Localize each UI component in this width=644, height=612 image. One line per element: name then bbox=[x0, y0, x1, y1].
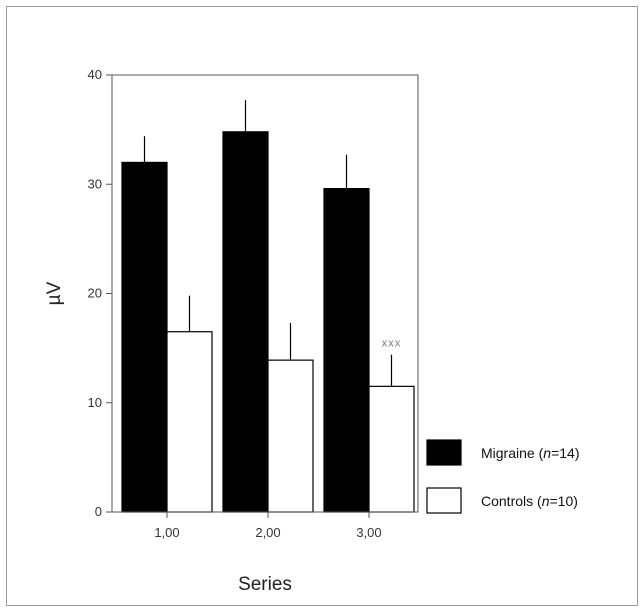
x-tick-label: 3,00 bbox=[356, 525, 381, 540]
chart-frame bbox=[6, 6, 638, 606]
significance-annotation: xxx bbox=[382, 338, 402, 350]
y-axis-ticks: 0 10 20 30 40 bbox=[88, 67, 112, 519]
bar-controls bbox=[267, 359, 314, 513]
y-tick-label: 0 bbox=[95, 504, 102, 519]
x-tick-label: 1,00 bbox=[154, 525, 179, 540]
legend-label-migraine: Migraine (n=14) bbox=[481, 445, 579, 461]
plot-area bbox=[111, 74, 419, 513]
bar-controls bbox=[166, 331, 213, 513]
legend-swatch-controls bbox=[426, 487, 462, 514]
bars bbox=[121, 100, 415, 513]
annotations: xxx bbox=[382, 338, 402, 350]
y-tick-label: 40 bbox=[88, 67, 102, 82]
x-axis-ticks: 1,00 2,00 3,00 bbox=[154, 512, 382, 540]
bar-migraine bbox=[222, 131, 269, 513]
y-tick-label: 20 bbox=[88, 286, 102, 301]
x-tick-label: 2,00 bbox=[255, 525, 280, 540]
x-axis-title: Series bbox=[238, 574, 292, 595]
legend-label-controls: Controls (n=10) bbox=[481, 493, 578, 509]
bar-migraine bbox=[323, 188, 370, 513]
y-tick-label: 10 bbox=[88, 395, 102, 410]
y-axis-title: µV bbox=[44, 281, 65, 305]
y-tick-label: 30 bbox=[88, 176, 102, 191]
legend: Migraine (n=14) Controls (n=10) bbox=[426, 439, 579, 514]
bar-controls bbox=[368, 385, 415, 513]
legend-swatch-migraine bbox=[426, 439, 462, 466]
bar-migraine bbox=[121, 161, 168, 513]
